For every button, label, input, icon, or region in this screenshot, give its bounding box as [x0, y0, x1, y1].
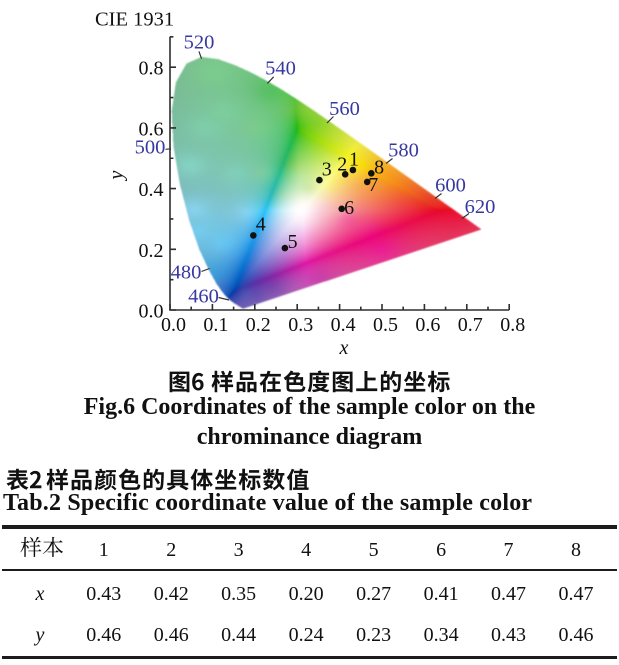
svg-text:620: 620 — [465, 196, 496, 218]
svg-text:CIE 1931: CIE 1931 — [95, 9, 174, 31]
svg-text:0.5: 0.5 — [373, 314, 398, 336]
svg-text:0.0: 0.0 — [161, 314, 186, 336]
svg-text:0.3: 0.3 — [288, 314, 313, 336]
svg-text:0.2: 0.2 — [139, 240, 164, 262]
svg-text:5: 5 — [288, 231, 298, 253]
svg-text:0.7: 0.7 — [458, 314, 483, 336]
svg-text:460: 460 — [188, 286, 219, 308]
svg-text:0.6: 0.6 — [415, 314, 440, 336]
svg-text:480: 480 — [171, 262, 202, 284]
svg-text:y: y — [106, 170, 128, 181]
svg-text:3: 3 — [322, 159, 332, 181]
svg-text:0.8: 0.8 — [500, 314, 525, 336]
svg-text:0.6: 0.6 — [139, 118, 164, 140]
svg-text:500: 500 — [135, 137, 166, 159]
svg-text:0.4: 0.4 — [139, 179, 164, 201]
svg-text:0.2: 0.2 — [246, 314, 271, 336]
svg-text:8: 8 — [374, 157, 384, 179]
svg-text:560: 560 — [329, 98, 360, 120]
svg-text:1: 1 — [349, 149, 359, 171]
svg-text:600: 600 — [435, 175, 466, 197]
svg-text:580: 580 — [388, 140, 419, 162]
svg-text:540: 540 — [265, 58, 296, 80]
svg-text:7: 7 — [368, 174, 378, 196]
svg-text:0.8: 0.8 — [139, 58, 164, 80]
svg-text:4: 4 — [256, 214, 266, 236]
svg-text:2: 2 — [337, 154, 347, 176]
svg-text:0.4: 0.4 — [331, 314, 356, 336]
svg-text:6: 6 — [344, 197, 354, 219]
svg-text:x: x — [339, 337, 349, 359]
svg-text:0.1: 0.1 — [203, 314, 228, 336]
svg-text:520: 520 — [184, 32, 215, 54]
svg-text:0.0: 0.0 — [139, 301, 164, 323]
